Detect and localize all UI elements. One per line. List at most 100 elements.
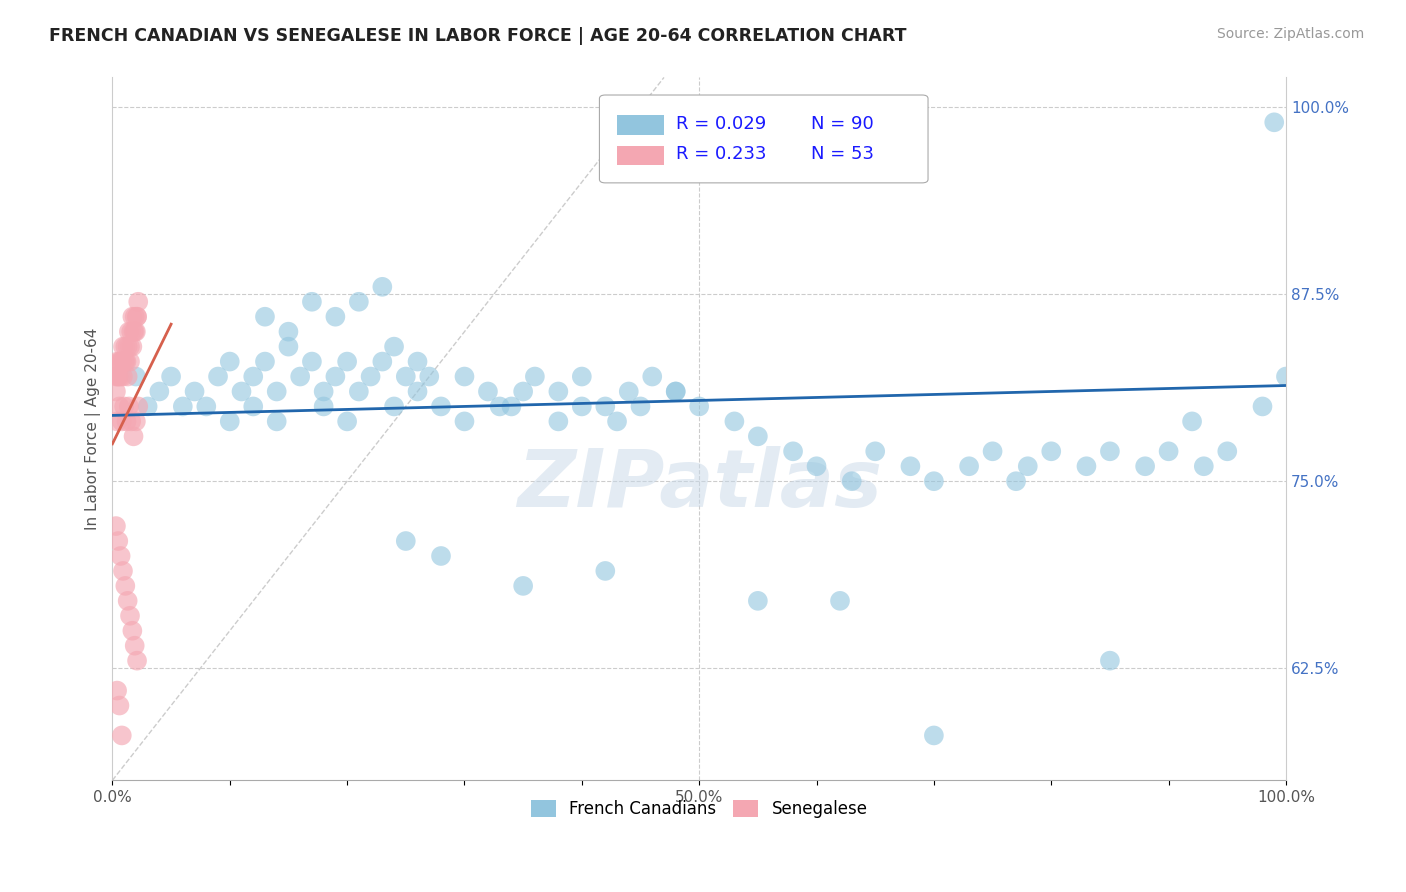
Point: [105, 354, 128, 368]
Legend: French Canadians, Senegalese: French Canadians, Senegalese: [524, 793, 875, 825]
Point: [104, 519, 127, 533]
Point: [430, 549, 453, 563]
Point: [118, 340, 141, 354]
Point: [121, 340, 143, 354]
Point: [118, 325, 141, 339]
Point: [288, 369, 311, 384]
Point: [277, 325, 299, 339]
Point: [160, 369, 183, 384]
Point: [430, 400, 453, 414]
Point: [122, 325, 145, 339]
Point: [111, 564, 134, 578]
Point: [922, 728, 945, 742]
Point: [148, 384, 170, 399]
Point: [336, 354, 359, 368]
Point: [406, 384, 429, 399]
Point: [120, 414, 142, 428]
Text: N = 53: N = 53: [811, 145, 873, 163]
Point: [523, 369, 546, 384]
Point: [107, 369, 129, 384]
Point: [347, 294, 370, 309]
Point: [1098, 444, 1121, 458]
Point: [115, 414, 138, 428]
Point: [723, 414, 745, 428]
Point: [360, 369, 382, 384]
Point: [121, 624, 143, 638]
Point: [125, 369, 148, 384]
Point: [336, 414, 359, 428]
Point: [347, 384, 370, 399]
Point: [136, 400, 159, 414]
Point: [512, 384, 534, 399]
Point: [111, 369, 134, 384]
Point: [595, 564, 617, 578]
Point: [105, 683, 128, 698]
Point: [112, 400, 135, 414]
Point: [1040, 444, 1063, 458]
Point: [488, 400, 510, 414]
Point: [125, 325, 148, 339]
Point: [312, 400, 335, 414]
Point: [266, 384, 288, 399]
Text: ZIPatlas: ZIPatlas: [516, 446, 882, 524]
Point: [125, 310, 148, 324]
Point: [172, 400, 194, 414]
Point: [418, 369, 440, 384]
Point: [253, 310, 276, 324]
Point: [231, 384, 253, 399]
Point: [125, 310, 148, 324]
Point: [115, 354, 138, 368]
Point: [125, 654, 148, 668]
FancyBboxPatch shape: [599, 95, 928, 183]
Point: [183, 384, 205, 399]
Point: [382, 340, 405, 354]
Point: [606, 414, 628, 428]
Point: [1216, 444, 1239, 458]
Point: [111, 414, 134, 428]
Point: [501, 400, 523, 414]
Point: [325, 310, 347, 324]
Text: R = 0.233: R = 0.233: [676, 145, 766, 163]
Point: [630, 400, 652, 414]
Point: [828, 594, 851, 608]
Point: [1192, 459, 1215, 474]
Point: [266, 414, 288, 428]
Point: [747, 594, 769, 608]
Point: [547, 414, 569, 428]
Point: [107, 534, 129, 549]
Point: [371, 280, 394, 294]
Point: [111, 728, 134, 742]
Point: [312, 384, 335, 399]
Point: [957, 459, 980, 474]
Point: [301, 294, 323, 309]
Point: [922, 474, 945, 488]
Point: [114, 579, 136, 593]
Point: [395, 369, 418, 384]
Point: [277, 340, 299, 354]
Point: [104, 369, 127, 384]
Point: [253, 354, 276, 368]
Point: [114, 340, 136, 354]
Point: [1251, 400, 1274, 414]
Point: [1005, 474, 1028, 488]
Text: R = 0.029: R = 0.029: [676, 115, 766, 133]
Point: [117, 594, 139, 608]
Point: [981, 444, 1004, 458]
Point: [617, 384, 640, 399]
Point: [1263, 115, 1285, 129]
Point: [118, 354, 141, 368]
Point: [747, 429, 769, 443]
Point: [195, 400, 218, 414]
Point: [104, 384, 127, 399]
Point: [105, 414, 128, 428]
Point: [110, 354, 132, 368]
Point: [571, 369, 593, 384]
Point: [806, 459, 828, 474]
Point: [124, 325, 146, 339]
Point: [395, 534, 418, 549]
Point: [1275, 369, 1298, 384]
Point: [406, 354, 429, 368]
Point: [782, 444, 804, 458]
Point: [108, 354, 131, 368]
Text: Source: ZipAtlas.com: Source: ZipAtlas.com: [1216, 27, 1364, 41]
